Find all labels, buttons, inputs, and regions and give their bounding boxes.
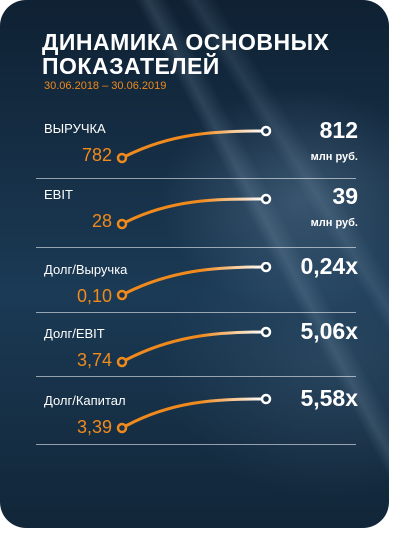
metric-row-debt-revenue: Долг/Выручка 0,10 0,24x: [0, 253, 389, 322]
growth-curve-icon: [116, 262, 272, 301]
metric-end-value: 5,06x: [300, 318, 358, 344]
growth-curve-icon: [116, 326, 272, 368]
card-title: ДИНАМИКА ОСНОВНЫХ ПОКАЗАТЕЛЕЙ: [42, 30, 329, 78]
row-divider: [36, 376, 356, 377]
metric-end-value: 39: [332, 183, 358, 209]
metric-label: EBIT: [44, 187, 73, 202]
metric-label: Долг/Выручка: [44, 262, 128, 277]
metric-label: Долг/Капитал: [44, 393, 126, 408]
row-divider: [36, 178, 356, 179]
row-divider: [36, 312, 356, 313]
row-divider: [36, 247, 356, 248]
metric-start-value: 3,74: [76, 350, 112, 370]
metric-end-value: 0,24x: [300, 253, 358, 279]
period-label: 30.06.2018 – 30.06.2019: [44, 80, 167, 92]
metric-label: Долг/EBIT: [44, 326, 105, 341]
row-divider: [36, 444, 356, 445]
metric-start-value: 3,39: [76, 417, 112, 437]
metric-row-debt-capital: Долг/Капитал 3,39 5,58x: [0, 385, 389, 453]
title-line-2: ПОКАЗАТЕЛЕЙ: [42, 53, 220, 79]
metric-start-value: 28: [91, 211, 112, 231]
title-line-1: ДИНАМИКА ОСНОВНЫХ: [42, 29, 330, 55]
growth-curve-icon: [116, 193, 272, 230]
metric-row-revenue: ВЫРУЧКА 782 812 млн руб.: [0, 117, 389, 181]
metric-start-value: 782: [81, 145, 112, 165]
metric-row-ebit: EBIT 28 39 млн руб.: [0, 183, 389, 247]
growth-curve-icon: [116, 125, 272, 164]
indicators-card: ДИНАМИКА ОСНОВНЫХ ПОКАЗАТЕЛЕЙ 30.06.2018…: [0, 0, 389, 528]
metric-end-value: 812: [319, 117, 358, 143]
metric-label: ВЫРУЧКА: [44, 121, 106, 136]
metric-unit: млн руб.: [310, 151, 358, 163]
metric-row-debt-ebit: Долг/EBIT 3,74 5,06x: [0, 318, 389, 386]
growth-curve-icon: [116, 393, 272, 434]
metric-start-value: 0,10: [76, 286, 112, 306]
metric-unit: млн руб.: [310, 217, 358, 229]
metric-end-value: 5,58x: [300, 385, 358, 411]
